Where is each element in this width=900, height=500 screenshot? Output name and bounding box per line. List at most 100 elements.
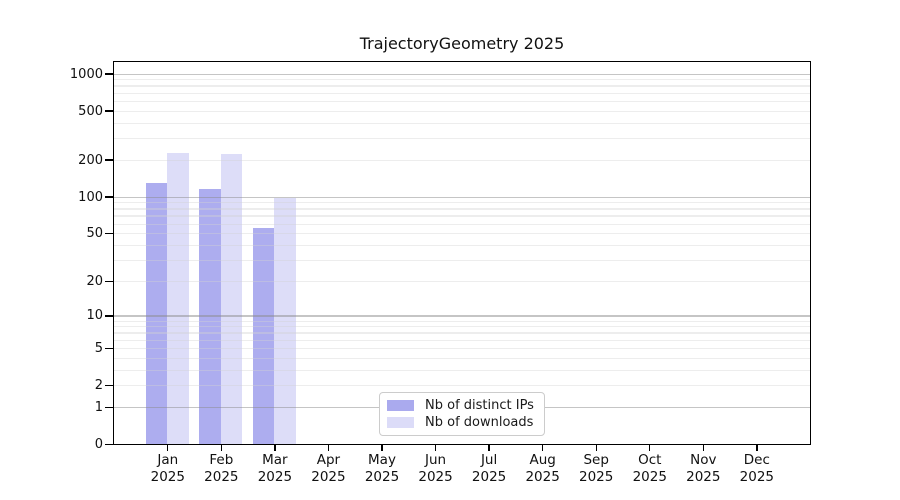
y-tick-mark-1000 <box>105 73 113 75</box>
gridline-minor-5 <box>114 347 810 350</box>
x-tick-year: 2025 <box>364 469 400 485</box>
gridline-major-10 <box>114 315 810 317</box>
x-tick-label-nov: Nov 2025 <box>675 452 731 486</box>
y-tick-label-2: 2 <box>94 378 103 394</box>
x-tick-year: 2025 <box>632 469 667 485</box>
gridline-minor-80 <box>114 208 810 210</box>
gridline-minor-500 <box>114 110 810 112</box>
x-tick-label-may: May 2025 <box>354 452 410 486</box>
gridline-minor-40 <box>114 244 810 247</box>
y-tick-mark-200 <box>105 159 113 161</box>
y-tick-mark-1 <box>105 406 113 409</box>
legend-swatch-distinct-ips <box>387 400 414 411</box>
gridline-minor-4 <box>114 357 810 359</box>
x-tick-mark-jan <box>167 444 169 451</box>
x-tick-mark-feb <box>220 444 223 451</box>
gridline-minor-800 <box>114 85 810 87</box>
x-tick-month: Apr <box>316 452 341 468</box>
x-tick-month: Jun <box>425 452 447 468</box>
y-tick-mark-0 <box>105 443 113 446</box>
gridline-minor-600 <box>114 100 810 103</box>
bar-nb-of-distinct-ips-jan <box>145 182 168 444</box>
x-tick-mark-jul <box>488 444 490 451</box>
y-tick-label-100: 100 <box>78 189 103 205</box>
x-tick-mark-dec <box>756 444 758 451</box>
legend-item-distinct-ips: Nb of distinct IPs <box>387 398 536 413</box>
x-tick-label-jan: Jan 2025 <box>140 452 196 486</box>
bar-nb-of-distinct-ips-mar <box>252 227 275 444</box>
y-tick-mark-100 <box>105 196 113 198</box>
y-tick-mark-2 <box>105 384 113 387</box>
y-tick-mark-50 <box>105 232 113 235</box>
x-tick-mark-may <box>381 444 383 451</box>
x-tick-label-feb: Feb 2025 <box>193 452 249 486</box>
x-tick-year: 2025 <box>471 469 507 485</box>
x-tick-label-jul: Jul 2025 <box>461 452 517 486</box>
plot-area <box>113 61 811 445</box>
x-tick-month: Aug <box>529 452 556 468</box>
y-tick-mark-5 <box>105 347 113 350</box>
gridline-minor-6 <box>114 339 810 341</box>
gridline-minor-400 <box>114 122 810 124</box>
gridline-minor-700 <box>114 92 810 94</box>
legend-item-downloads: Nb of downloads <box>387 415 536 430</box>
gridline-minor-20 <box>114 280 810 282</box>
x-tick-year: 2025 <box>257 469 293 485</box>
legend-label-downloads: Nb of downloads <box>425 415 534 430</box>
gridline-minor-7 <box>114 332 810 334</box>
y-tick-label-0: 0 <box>94 437 103 452</box>
x-tick-mark-mar <box>274 444 276 451</box>
y-tick-label-200: 200 <box>78 152 103 168</box>
x-tick-month: Jul <box>480 452 498 468</box>
x-tick-month: Dec <box>743 452 770 468</box>
gridline-minor-200 <box>114 159 810 161</box>
gridline-minor-3 <box>114 369 810 371</box>
y-tick-mark-20 <box>105 280 113 282</box>
x-tick-label-oct: Oct 2025 <box>622 452 678 486</box>
x-tick-year: 2025 <box>311 469 346 485</box>
x-tick-month: Sep <box>583 452 609 468</box>
gridline-major-100 <box>114 196 810 198</box>
bar-nb-of-downloads-jan <box>167 153 189 444</box>
x-tick-month: Nov <box>690 452 717 468</box>
x-tick-label-mar: Mar 2025 <box>247 452 303 486</box>
y-tick-label-10: 10 <box>86 308 103 324</box>
y-tick-mark-500 <box>105 110 113 112</box>
x-tick-year: 2025 <box>418 469 453 485</box>
y-tick-label-5: 5 <box>94 340 103 356</box>
gridline-minor-9 <box>114 320 810 322</box>
y-tick-mark-10 <box>105 315 113 317</box>
gridline-minor-70 <box>114 215 810 217</box>
gridline-minor-60 <box>114 223 810 225</box>
x-tick-label-apr: Apr 2025 <box>300 452 356 486</box>
x-tick-mark-oct <box>649 444 651 451</box>
x-tick-month: Mar <box>262 452 288 468</box>
y-tick-label-1: 1 <box>94 399 103 415</box>
x-tick-mark-nov <box>702 444 704 451</box>
gridline-minor-50 <box>114 233 810 235</box>
x-tick-month: Oct <box>638 452 662 468</box>
bar-nb-of-downloads-feb <box>220 154 243 444</box>
chart-title: TrajectoryGeometry 2025 <box>359 34 565 53</box>
y-tick-label-500: 500 <box>78 103 103 119</box>
x-tick-mark-aug <box>541 444 544 451</box>
x-tick-year: 2025 <box>525 469 560 485</box>
x-tick-month: Jan <box>157 452 179 468</box>
x-tick-year: 2025 <box>150 469 185 485</box>
gridline-minor-300 <box>114 137 810 140</box>
gridline-minor-8 <box>114 326 810 328</box>
x-tick-mark-sep <box>595 444 597 451</box>
x-tick-mark-apr <box>327 444 330 451</box>
x-tick-year: 2025 <box>579 469 614 485</box>
y-tick-label-20: 20 <box>86 273 103 289</box>
gridline-minor-90 <box>114 202 810 204</box>
y-tick-label-1000: 1000 <box>69 66 103 82</box>
x-tick-month: May <box>368 452 396 468</box>
x-tick-mark-jun <box>434 444 437 451</box>
gridline-minor-30 <box>114 259 810 262</box>
x-tick-year: 2025 <box>686 469 721 485</box>
x-tick-month: Feb <box>209 452 234 468</box>
bar-nb-of-downloads-mar <box>274 198 296 444</box>
x-tick-label-aug: Aug 2025 <box>515 452 571 486</box>
